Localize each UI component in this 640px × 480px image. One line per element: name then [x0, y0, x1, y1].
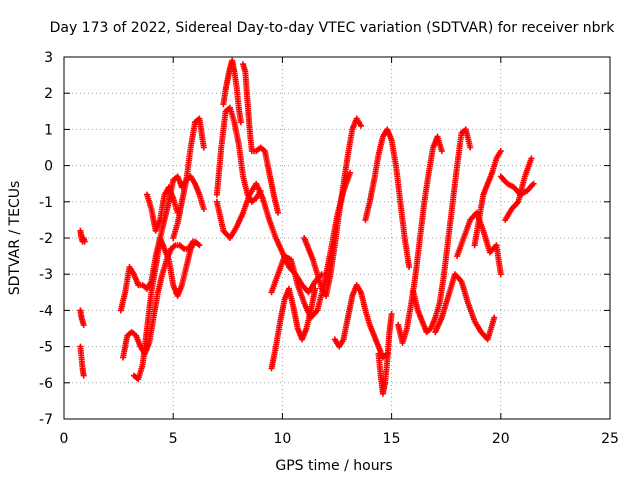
y-tick-label: -2	[39, 231, 53, 247]
series-s10	[240, 61, 281, 216]
series-s20	[410, 126, 474, 336]
series-s21	[432, 271, 498, 343]
data-point	[406, 264, 413, 270]
data-point	[497, 271, 504, 278]
x-tick-label: 5	[169, 431, 178, 447]
series-s15	[301, 115, 364, 299]
data-point	[200, 144, 207, 151]
data-point	[237, 119, 244, 126]
x-tick-label: 15	[383, 431, 401, 447]
series-s18	[362, 126, 413, 270]
data-point	[530, 180, 537, 187]
x-tick-label: 10	[273, 431, 291, 447]
y-tick-label: -4	[39, 303, 53, 319]
data-point	[275, 209, 281, 216]
series-s14	[268, 285, 319, 372]
y-tick-label: 2	[44, 86, 53, 102]
x-tick-label: 25	[601, 431, 619, 447]
data-point	[491, 314, 498, 321]
y-tick-label: -5	[39, 340, 53, 356]
series-s24	[497, 173, 537, 198]
data-point	[388, 311, 395, 317]
series-s07	[144, 184, 181, 234]
data-point	[438, 148, 445, 155]
data-point	[81, 238, 88, 245]
data-point	[196, 242, 203, 249]
series-s16	[331, 282, 391, 361]
data-point	[528, 155, 535, 162]
series-s23	[471, 148, 504, 249]
y-axis-label: SDTVAR / TECUs	[7, 181, 23, 296]
series-s01	[77, 227, 88, 245]
y-tick-label: -1	[39, 195, 53, 211]
axis-ticks: 0 5 10 15 20 25 -7 -6 -5 -4 -3 -2 -1 0 1 2 3	[39, 50, 619, 447]
data-point	[497, 148, 504, 155]
y-tick-label: 1	[44, 122, 53, 138]
series-s02	[77, 307, 87, 328]
series-s17	[375, 311, 395, 397]
series-s03	[77, 343, 87, 379]
series-s25	[502, 155, 535, 223]
series-s08	[170, 173, 207, 241]
data-point	[189, 238, 196, 245]
y-tick-label: -6	[39, 376, 53, 392]
series-s09	[220, 57, 244, 126]
x-tick-label: 0	[60, 431, 69, 447]
x-tick-label: 20	[492, 431, 510, 447]
data-point	[358, 122, 364, 129]
data-point	[80, 321, 87, 328]
series-s19	[395, 133, 445, 346]
y-tick-label: 3	[44, 50, 53, 66]
data-points	[77, 57, 537, 397]
series-s22	[454, 209, 504, 278]
data-point	[312, 285, 319, 292]
data-point	[467, 144, 474, 151]
x-axis-label: GPS time / hours	[275, 458, 392, 474]
y-tick-label: 0	[44, 159, 53, 175]
data-point	[80, 372, 87, 379]
y-tick-label: -3	[39, 267, 53, 283]
series-s06	[130, 115, 207, 383]
data-point	[200, 206, 207, 212]
y-tick-label: -7	[39, 412, 53, 428]
chart-title: Day 173 of 2022, Sidereal Day-to-day VTE…	[50, 20, 616, 36]
